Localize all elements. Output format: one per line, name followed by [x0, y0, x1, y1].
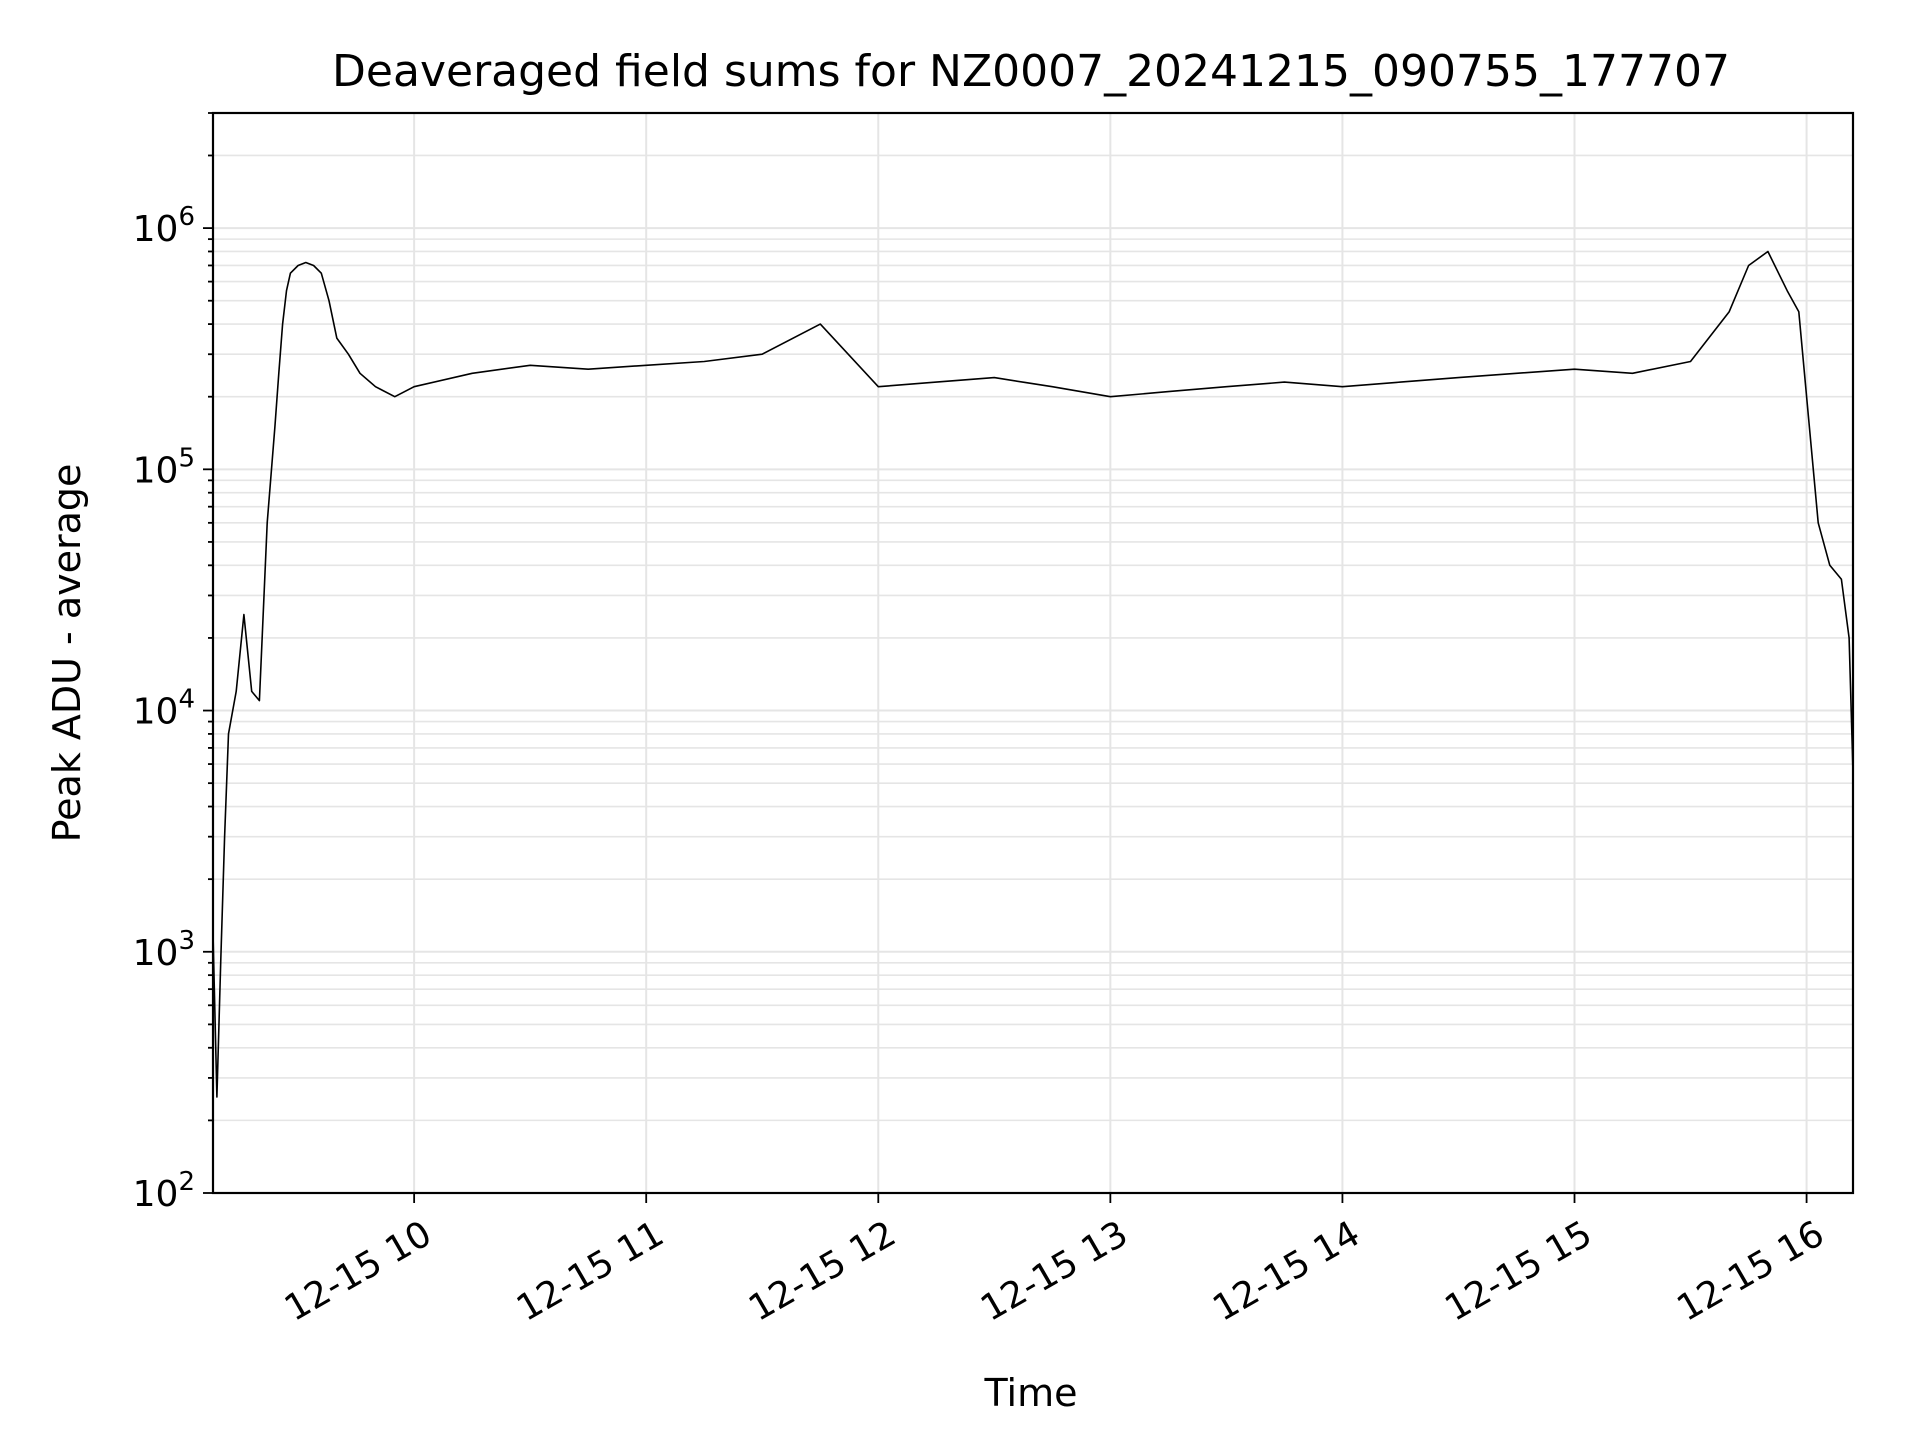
y-tick-label-base: 10 [133, 1174, 179, 1215]
x-axis-label: Time [984, 1371, 1078, 1415]
y-tick-label-exponent: 2 [178, 1167, 195, 1197]
y-tick-label: 104 [133, 685, 195, 733]
plot-frame [211, 111, 1855, 1195]
y-tick-label-exponent: 4 [178, 685, 195, 715]
y-tick-label: 102 [133, 1167, 195, 1215]
y-tick-label-exponent: 6 [178, 202, 195, 232]
series-layer [212, 250, 1854, 1098]
y-tick-label: 105 [133, 443, 195, 491]
y-axis-label: Peak ADU - average [45, 464, 89, 843]
y-tick-label-base: 10 [133, 450, 179, 491]
y-tick-label-base: 10 [133, 209, 179, 250]
series-line [212, 250, 1854, 1098]
y-tick-label-base: 10 [133, 933, 179, 974]
y-tick-label: 103 [133, 926, 195, 974]
y-tick-label-exponent: 3 [178, 926, 195, 956]
y-tick-label: 106 [133, 202, 195, 250]
y-tick-label-exponent: 5 [178, 443, 195, 473]
chart-title: Deaveraged field sums for NZ0007_2024121… [332, 46, 1730, 97]
y-tick-label-base: 10 [133, 692, 179, 733]
